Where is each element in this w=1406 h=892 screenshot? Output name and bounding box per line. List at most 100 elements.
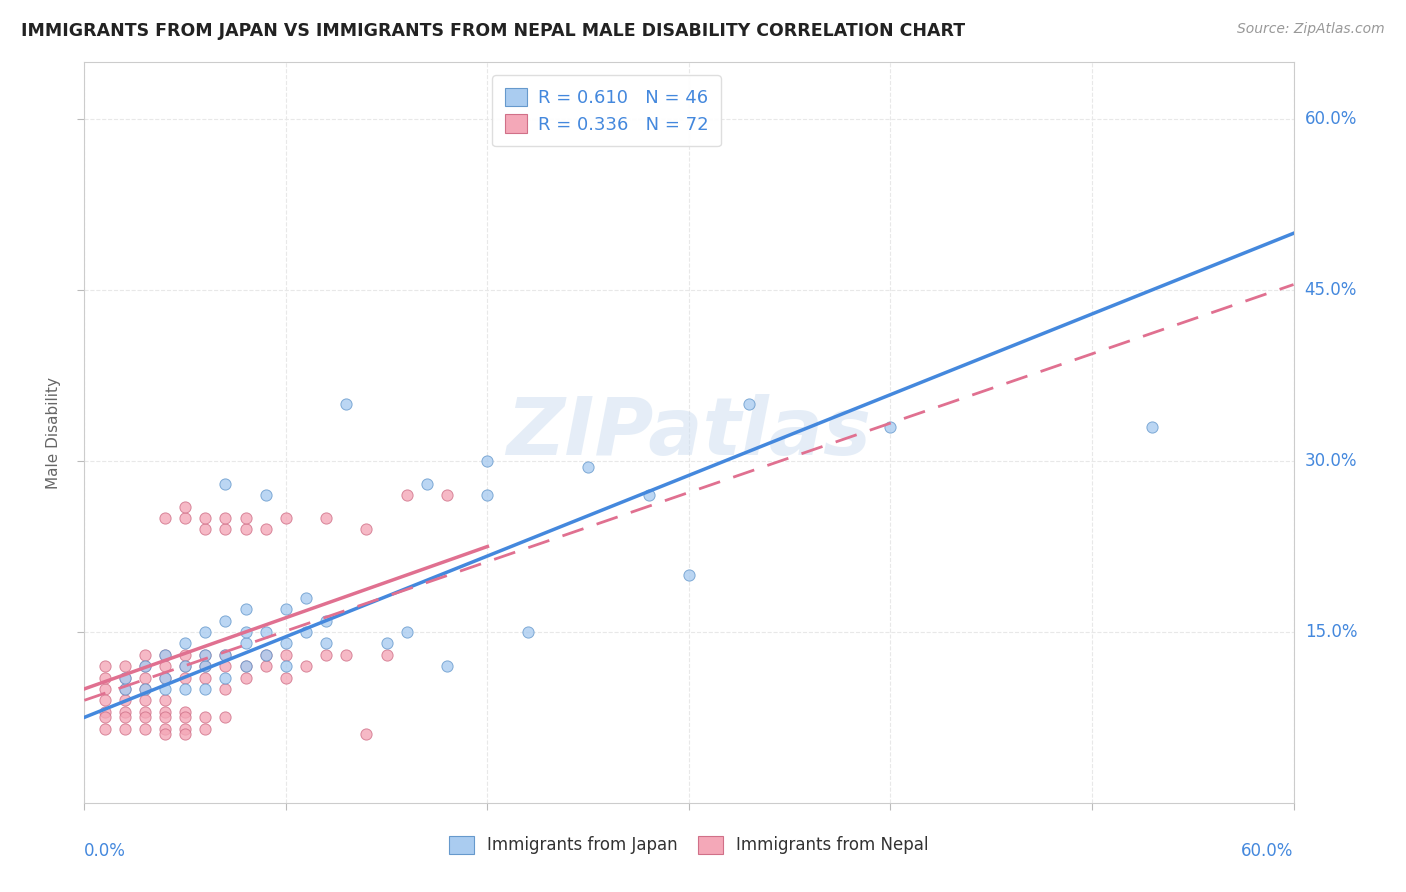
Text: 0.0%: 0.0% <box>84 842 127 860</box>
Point <box>114 722 136 736</box>
Point <box>516 624 538 639</box>
Point <box>153 727 176 741</box>
Point <box>114 693 136 707</box>
Text: 60.0%: 60.0% <box>1305 111 1357 128</box>
Point <box>134 659 156 673</box>
Point <box>153 648 176 662</box>
Point <box>235 636 257 650</box>
Point <box>93 693 115 707</box>
Point <box>254 624 277 639</box>
Point <box>375 636 398 650</box>
Point <box>174 659 197 673</box>
Point <box>1142 420 1164 434</box>
Point <box>678 568 700 582</box>
Point <box>235 602 257 616</box>
Text: 30.0%: 30.0% <box>1305 452 1357 470</box>
Legend: Immigrants from Japan, Immigrants from Nepal: Immigrants from Japan, Immigrants from N… <box>443 829 935 861</box>
Point <box>174 705 197 719</box>
Text: IMMIGRANTS FROM JAPAN VS IMMIGRANTS FROM NEPAL MALE DISABILITY CORRELATION CHART: IMMIGRANTS FROM JAPAN VS IMMIGRANTS FROM… <box>21 22 965 40</box>
Point <box>254 648 277 662</box>
Point <box>114 681 136 696</box>
Point <box>174 511 197 525</box>
Point <box>214 648 236 662</box>
Y-axis label: Male Disability: Male Disability <box>46 376 62 489</box>
Point <box>214 681 236 696</box>
Point <box>235 624 257 639</box>
Point <box>174 710 197 724</box>
Point <box>214 523 236 537</box>
Point <box>174 722 197 736</box>
Point <box>274 659 297 673</box>
Point <box>194 671 217 685</box>
Point <box>214 659 236 673</box>
Point <box>254 488 277 502</box>
Point <box>93 722 115 736</box>
Point <box>153 705 176 719</box>
Point <box>295 591 318 605</box>
Point <box>134 659 156 673</box>
Point <box>395 624 418 639</box>
Point <box>274 602 297 616</box>
Text: Source: ZipAtlas.com: Source: ZipAtlas.com <box>1237 22 1385 37</box>
Point <box>235 511 257 525</box>
Point <box>738 397 761 411</box>
Point <box>153 722 176 736</box>
Point <box>315 511 337 525</box>
Point <box>214 671 236 685</box>
Point <box>93 659 115 673</box>
Point <box>194 659 217 673</box>
Point <box>315 636 337 650</box>
Point <box>315 614 337 628</box>
Point <box>153 681 176 696</box>
Point <box>436 488 458 502</box>
Text: 15.0%: 15.0% <box>1305 623 1357 641</box>
Point <box>295 659 318 673</box>
Point <box>153 693 176 707</box>
Point <box>93 710 115 724</box>
Point <box>295 624 318 639</box>
Point <box>214 710 236 724</box>
Point <box>194 722 217 736</box>
Point <box>254 648 277 662</box>
Point <box>274 671 297 685</box>
Point <box>637 488 659 502</box>
Point <box>93 705 115 719</box>
Point <box>274 648 297 662</box>
Point <box>477 454 499 468</box>
Point <box>153 659 176 673</box>
Point <box>174 648 197 662</box>
Point <box>194 523 217 537</box>
Point <box>235 659 257 673</box>
Point <box>134 722 156 736</box>
Point <box>416 476 439 491</box>
Point <box>114 710 136 724</box>
Point <box>375 648 398 662</box>
Point <box>477 488 499 502</box>
Text: 45.0%: 45.0% <box>1305 281 1357 299</box>
Point <box>335 397 357 411</box>
Point <box>174 681 197 696</box>
Point <box>134 681 156 696</box>
Point <box>134 681 156 696</box>
Point <box>174 500 197 514</box>
Point <box>356 727 378 741</box>
Point <box>274 511 297 525</box>
Point <box>214 648 236 662</box>
Text: 60.0%: 60.0% <box>1241 842 1294 860</box>
Point <box>194 681 217 696</box>
Point <box>194 624 217 639</box>
Point <box>174 727 197 741</box>
Point <box>153 671 176 685</box>
Point <box>274 636 297 650</box>
Point <box>114 671 136 685</box>
Point <box>254 659 277 673</box>
Point <box>153 648 176 662</box>
Point <box>194 710 217 724</box>
Point <box>114 705 136 719</box>
Point <box>235 659 257 673</box>
Point <box>315 648 337 662</box>
Point <box>174 671 197 685</box>
Point <box>194 511 217 525</box>
Point <box>134 693 156 707</box>
Point <box>153 710 176 724</box>
